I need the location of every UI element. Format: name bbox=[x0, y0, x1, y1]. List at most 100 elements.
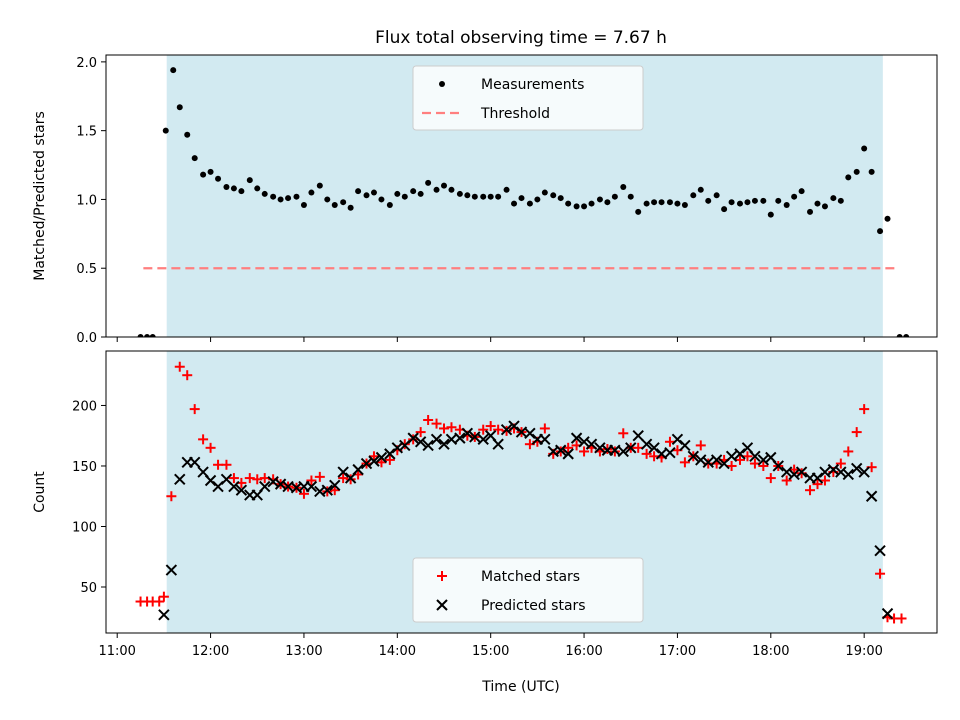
y-tick-label: 150 bbox=[72, 460, 97, 475]
measurement-point bbox=[557, 195, 564, 202]
measurement-point bbox=[238, 188, 245, 195]
y-tick-label: 0.0 bbox=[76, 331, 97, 346]
legend-box bbox=[412, 65, 644, 131]
x-tick-label: 14:00 bbox=[379, 644, 416, 659]
matched-star-point bbox=[664, 436, 675, 447]
legend-item-predicted-stars: Predicted stars bbox=[436, 598, 586, 614]
y-tick-label: 100 bbox=[72, 520, 97, 535]
predicted-star-point bbox=[188, 456, 201, 469]
predicted-star-point bbox=[360, 457, 373, 470]
predicted-star-point bbox=[874, 544, 886, 557]
predicted-star-point bbox=[414, 436, 427, 448]
matched-star-point bbox=[843, 446, 854, 457]
predicted-star-point bbox=[795, 466, 808, 478]
legend-marker bbox=[437, 571, 447, 581]
y-tick-label: 2.0 bbox=[76, 56, 97, 71]
measurement-point bbox=[845, 174, 852, 181]
predicted-star-point bbox=[827, 463, 840, 476]
measurement-point bbox=[246, 177, 253, 184]
measurement-point bbox=[751, 197, 758, 204]
predicted-star-point bbox=[749, 450, 761, 463]
x-tick-label: 15:00 bbox=[472, 644, 509, 659]
bottom-panel-counts: 50 100 150 200 11:00 12:00 13:00 14:00 15:00 16:0… bbox=[32, 350, 938, 659]
predicted-star-point bbox=[687, 450, 700, 463]
matched-star-point bbox=[789, 464, 800, 475]
legend: Matched stars Predicted stars bbox=[412, 557, 644, 623]
measurement-point bbox=[487, 193, 494, 200]
predicted-star-point bbox=[819, 466, 831, 478]
measurement-point bbox=[386, 201, 393, 208]
predicted-star-point bbox=[570, 432, 583, 444]
measurement-point bbox=[666, 199, 673, 206]
predicted-star-point bbox=[174, 473, 186, 485]
matched-star-point bbox=[415, 427, 426, 438]
measurement-point bbox=[137, 334, 144, 337]
measurement-point bbox=[721, 206, 728, 213]
predicted-star-point bbox=[632, 430, 644, 442]
matched-star-point bbox=[213, 459, 224, 470]
measurement-point bbox=[674, 200, 681, 207]
x-tick-label: 18:00 bbox=[752, 644, 789, 659]
matched-star-point bbox=[493, 424, 504, 435]
measurement-point bbox=[877, 228, 884, 235]
measurement-point bbox=[604, 199, 611, 206]
predicted-star-point bbox=[671, 433, 684, 446]
matched-star-point bbox=[221, 459, 232, 470]
measurement-point bbox=[370, 189, 377, 196]
measurement-point bbox=[254, 185, 261, 192]
predicted-star-point bbox=[267, 476, 279, 488]
predicted-star-point bbox=[454, 432, 466, 444]
measurement-point bbox=[149, 334, 156, 337]
legend-item-matched-stars: Matched stars bbox=[437, 569, 580, 585]
measurement-point bbox=[308, 189, 315, 196]
matched-star-point bbox=[579, 446, 590, 457]
matched-star-point bbox=[749, 458, 760, 469]
predicted-star-point bbox=[664, 446, 676, 459]
measurement-point bbox=[821, 203, 828, 210]
predicted-star-point bbox=[772, 460, 784, 472]
measurement-point bbox=[170, 67, 177, 74]
legend-label: Threshold bbox=[480, 106, 550, 122]
predicted-star-point bbox=[384, 448, 396, 460]
measurement-point bbox=[316, 182, 323, 189]
matched-star-point bbox=[329, 485, 340, 496]
series-measurements bbox=[137, 67, 910, 337]
predicted-star-point bbox=[461, 427, 474, 440]
matched-star-point bbox=[805, 485, 816, 496]
measurement-point bbox=[394, 190, 401, 197]
matched-star-point bbox=[896, 613, 907, 624]
measurement-point bbox=[658, 199, 665, 206]
measurement-point bbox=[347, 204, 354, 211]
predicted-star-point bbox=[710, 454, 723, 466]
legend-label: Predicted stars bbox=[481, 598, 586, 614]
matched-star-point bbox=[781, 475, 792, 486]
predicted-star-point bbox=[780, 466, 793, 478]
matched-star-point bbox=[314, 471, 325, 482]
measurement-point bbox=[573, 203, 580, 210]
predicted-star-point bbox=[204, 474, 217, 487]
measurement-point bbox=[643, 200, 650, 207]
measurement-point bbox=[223, 184, 230, 191]
predicted-star-point bbox=[407, 432, 419, 444]
predicted-star-point bbox=[329, 479, 341, 492]
measurement-point bbox=[518, 195, 525, 202]
measurement-point bbox=[775, 197, 782, 204]
predicted-star-point bbox=[578, 436, 590, 448]
measurement-point bbox=[896, 334, 903, 337]
measurement-point bbox=[456, 190, 463, 197]
matched-star-point bbox=[446, 422, 457, 433]
measurement-point bbox=[207, 168, 214, 175]
measurement-point bbox=[441, 182, 448, 189]
measurement-point bbox=[433, 186, 440, 193]
predicted-star-point bbox=[337, 466, 349, 478]
predicted-star-point bbox=[228, 480, 240, 493]
measurement-point bbox=[331, 201, 338, 208]
predicted-star-point bbox=[695, 454, 707, 466]
predicted-star-point bbox=[858, 466, 870, 478]
predicted-star-point bbox=[585, 438, 598, 450]
matched-star-point bbox=[641, 448, 652, 459]
measurement-point bbox=[270, 193, 277, 200]
measurement-point bbox=[176, 104, 183, 111]
predicted-star-point bbox=[430, 433, 443, 446]
y-tick-label: 50 bbox=[80, 581, 97, 596]
